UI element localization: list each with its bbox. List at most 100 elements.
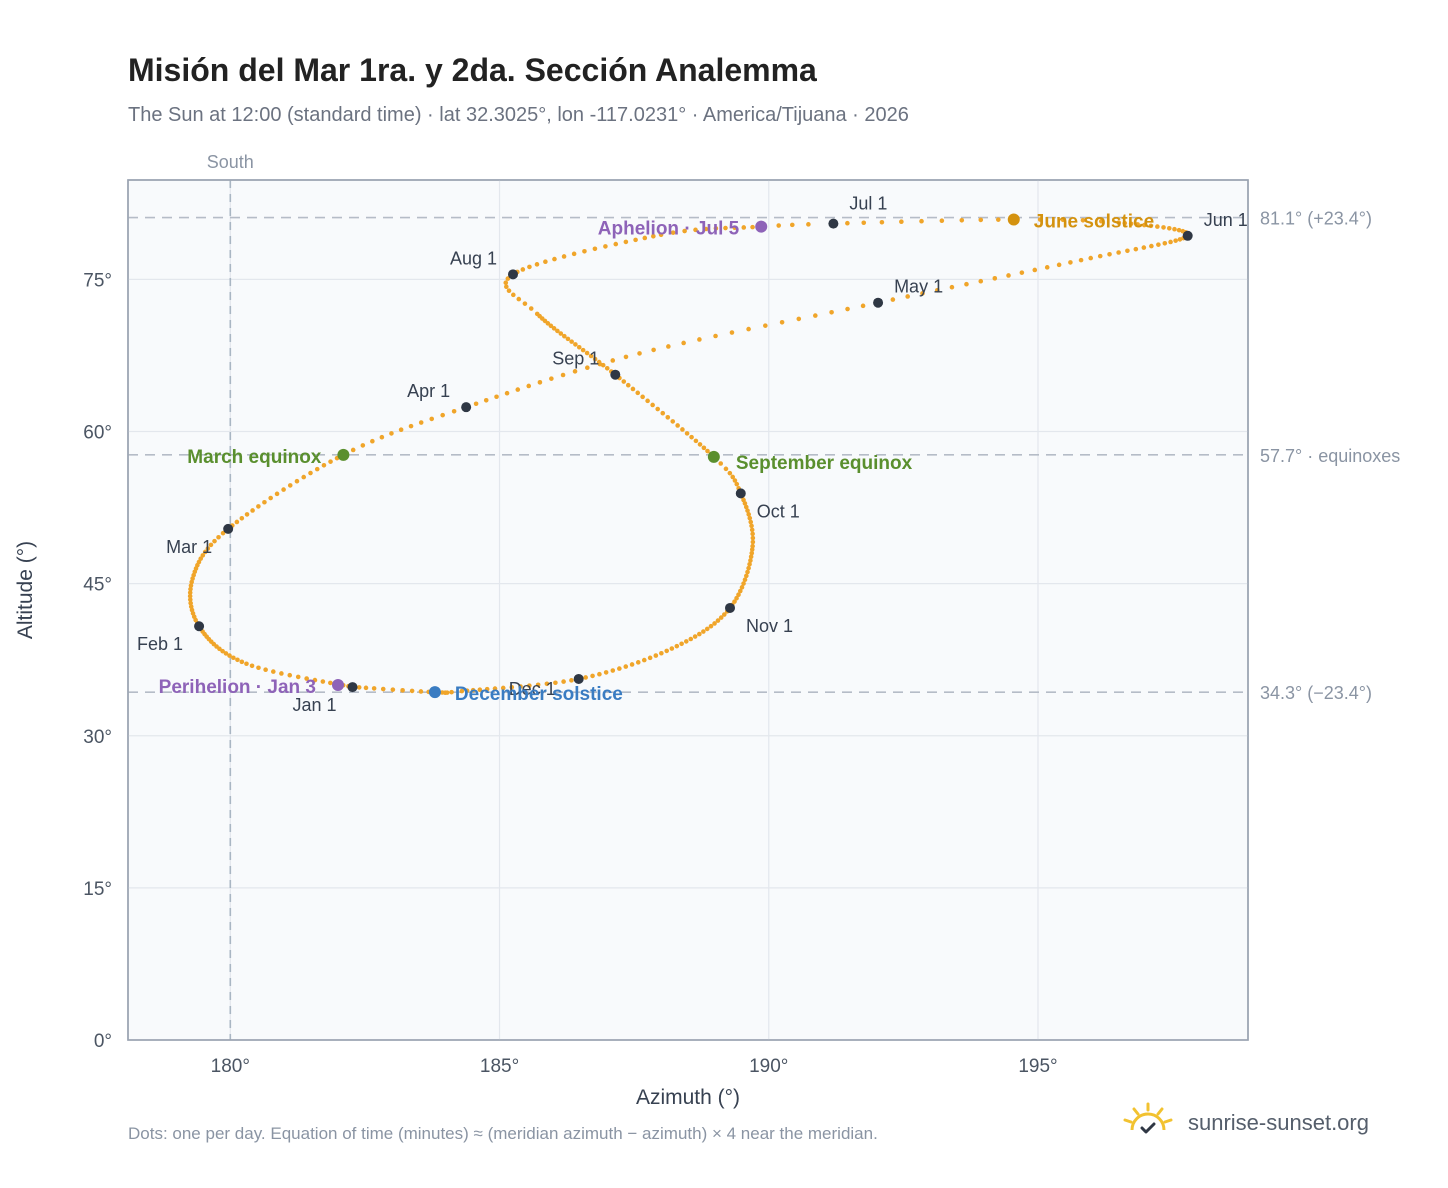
- day-dot: [528, 306, 534, 311]
- day-dot: [1078, 257, 1084, 263]
- day-dot: [708, 623, 714, 629]
- event-marker: [1007, 213, 1020, 226]
- day-dot: [380, 686, 386, 692]
- day-dot: [235, 657, 240, 663]
- day-dot: [408, 423, 414, 429]
- day-dot: [459, 688, 465, 694]
- day-dot: [732, 599, 737, 604]
- day-dot: [1180, 228, 1186, 234]
- day-dot: [959, 217, 965, 223]
- day-dot: [400, 688, 405, 693]
- day-dot: [630, 386, 636, 392]
- day-dot: [545, 321, 551, 326]
- day-dot: [1141, 245, 1147, 250]
- day-dot: [949, 284, 955, 290]
- day-dot: [515, 387, 521, 392]
- day-dot: [597, 671, 602, 677]
- day-dot: [223, 651, 229, 656]
- day-dot: [244, 512, 250, 517]
- day-dot: [227, 653, 232, 658]
- month-label: Sep 1: [552, 349, 599, 369]
- day-dot: [796, 316, 802, 322]
- day-dot: [470, 687, 476, 693]
- day-dot: [746, 512, 752, 517]
- day-dot: [1125, 248, 1130, 254]
- day-dot: [294, 478, 300, 484]
- day-dot: [588, 353, 594, 359]
- day-dot: [645, 398, 650, 404]
- day-dot: [748, 554, 754, 560]
- day-dot: [590, 673, 595, 679]
- event-marker: [337, 448, 350, 461]
- day-dot: [978, 278, 984, 284]
- month-marker: [573, 673, 584, 684]
- day-dot: [231, 655, 236, 661]
- day-dot: [1172, 226, 1177, 232]
- day-dot: [1060, 217, 1066, 223]
- day-dot: [189, 579, 194, 585]
- day-dot: [829, 309, 834, 315]
- day-dot: [561, 254, 567, 259]
- day-dot: [845, 306, 850, 312]
- day-dot: [576, 344, 582, 350]
- month-marker: [828, 218, 839, 229]
- day-dot: [220, 530, 226, 536]
- day-dot: [1116, 250, 1121, 255]
- day-dot: [518, 684, 523, 689]
- day-dot: [198, 556, 204, 561]
- plot-frame: [127, 179, 1249, 1041]
- plot-area: [127, 179, 1249, 1041]
- day-dot: [505, 276, 511, 281]
- day-dot: [653, 653, 659, 658]
- day-dot: [1173, 238, 1178, 243]
- day-dot: [642, 235, 648, 241]
- day-dot: [763, 323, 768, 328]
- day-dot: [1080, 218, 1086, 223]
- day-dot: [1006, 273, 1011, 278]
- month-label: Oct 1: [757, 501, 800, 521]
- chart-subtitle: The Sun at 12:00 (standard time) · lat 3…: [128, 104, 909, 126]
- day-dot: [250, 508, 255, 513]
- day-dot: [350, 447, 356, 453]
- day-dot: [750, 531, 755, 537]
- month-label: Dec 1: [509, 679, 556, 699]
- day-dot: [561, 679, 566, 684]
- day-dot: [188, 600, 193, 606]
- day-dot: [641, 657, 647, 663]
- day-dot: [516, 296, 522, 302]
- day-dot: [328, 459, 333, 464]
- day-dot: [389, 431, 394, 436]
- month-label: Aug 1: [450, 248, 497, 268]
- day-dot: [287, 672, 293, 678]
- x-tick-label: 180°: [211, 1056, 250, 1077]
- day-dot: [736, 592, 741, 597]
- day-dot: [379, 434, 385, 440]
- day-dot: [281, 487, 286, 492]
- day-dot: [552, 256, 557, 262]
- day-dot: [527, 683, 532, 688]
- day-dot: [527, 264, 532, 270]
- x-tick-label: 185°: [480, 1056, 519, 1077]
- day-dot: [1107, 251, 1112, 257]
- day-dot: [697, 337, 702, 342]
- day-dot: [697, 442, 703, 447]
- day-dot: [500, 685, 506, 691]
- y-axis-title: Altitude (°): [14, 541, 37, 639]
- day-dot: [271, 669, 276, 674]
- day-dot: [1142, 222, 1147, 228]
- brand-logo[interactable]: sunrise-sunset.org: [1120, 1100, 1369, 1145]
- x-axis-title: Azimuth (°): [636, 1086, 740, 1109]
- day-dot: [732, 478, 738, 483]
- day-dot: [744, 573, 749, 579]
- day-dot: [553, 680, 558, 686]
- y-tick-label: 75°: [83, 270, 112, 291]
- day-dot: [905, 294, 910, 299]
- event-label: September equinox: [736, 453, 913, 474]
- day-dot: [262, 499, 267, 505]
- day-dot: [580, 347, 586, 353]
- day-dot: [526, 383, 532, 389]
- month-marker: [873, 297, 884, 308]
- day-dot: [890, 297, 896, 302]
- day-dot: [509, 684, 515, 690]
- day-dot: [610, 358, 616, 363]
